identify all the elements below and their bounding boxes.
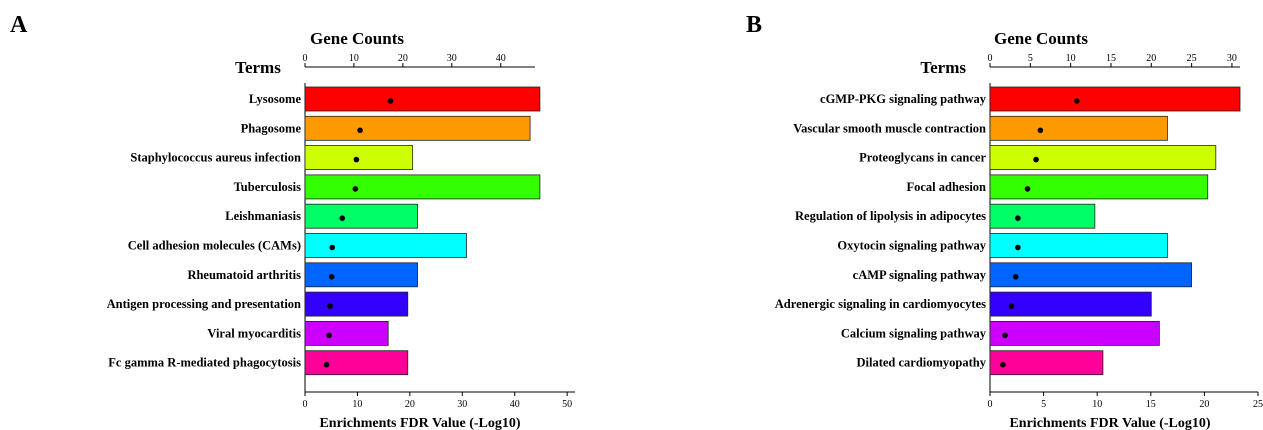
top-axis-tick-label: 0: [303, 53, 308, 64]
chart-title: Gene Counts: [994, 29, 1088, 48]
top-axis-tick-label: 15: [1106, 53, 1116, 64]
top-axis-tick-label: 25: [1187, 53, 1197, 64]
category-label: Vascular smooth muscle contraction: [793, 121, 986, 135]
category-label: Dilated cardiomyopathy: [856, 356, 986, 370]
top-axis: 0 5 10 15 20 25 30: [988, 53, 1240, 68]
bar: [989, 320, 1160, 346]
bar: [989, 174, 1209, 200]
bottom-axis-tick-label: 15: [1146, 399, 1156, 410]
categories-header: Terms: [235, 58, 281, 77]
category-label: Antigen processing and presentation: [107, 297, 301, 311]
bar: [989, 145, 1217, 171]
fdr-point: [1002, 332, 1008, 339]
category-label: Staphylococcus aureus infection: [130, 151, 301, 165]
bottom-axis-tick-label: 20: [1199, 399, 1209, 410]
bar: [304, 262, 418, 288]
fdr-point: [329, 244, 336, 251]
fdr-point: [353, 156, 360, 163]
category-label: Lysosome: [249, 92, 302, 106]
bar: [304, 291, 409, 317]
bottom-axis-tick-label: 50: [562, 399, 572, 410]
top-axis-tick-label: 0: [988, 53, 993, 64]
category-label: Cell adhesion molecules (CAMs): [128, 239, 301, 253]
category-label: cGMP-PKG signaling pathway: [820, 92, 987, 106]
bottom-axis-tick-label: 30: [457, 399, 467, 410]
top-axis-tick-label: 10: [349, 53, 359, 64]
category-label: Leishmaniasis: [225, 209, 301, 223]
fdr-point: [1024, 186, 1031, 192]
panel-label: B: [746, 12, 762, 38]
fdr-point: [1000, 361, 1006, 368]
category-label: Fc gamma R-mediated phagocytosis: [108, 356, 301, 370]
fdr-point: [1033, 156, 1039, 163]
bar: [989, 262, 1193, 288]
fdr-point: [357, 127, 363, 134]
bar: [989, 115, 1168, 141]
chart-panel-a: A Gene Counts Terms 0 10 20 30 40 0 10 20 30 40 50 Lys…: [10, 12, 575, 430]
bottom-axis-tick-label: 0: [303, 399, 308, 410]
categories-header: Terms: [920, 58, 966, 77]
bar: [989, 203, 1096, 229]
fdr-point: [1015, 215, 1021, 221]
chart-panel-b: B Gene Counts Terms 0 5 10 15 20 25 30 0 5 10 15 20 25 c…: [746, 12, 1263, 430]
bar: [989, 350, 1104, 376]
panel-label: A: [10, 12, 28, 38]
fdr-point: [1015, 244, 1021, 251]
top-axis: 0 10 20 30 40: [303, 53, 535, 68]
bar: [304, 174, 541, 200]
bar: [304, 203, 418, 229]
bar: [989, 291, 1152, 317]
bar: [989, 86, 1241, 112]
bottom-axis: 0 5 10 15 20 25: [988, 391, 1263, 410]
x-axis-label: Enrichments FDR Value (-Log10): [319, 416, 520, 430]
category-label: Viral myocarditis: [207, 326, 301, 340]
chart-title: Gene Counts: [310, 29, 404, 48]
fdr-point: [387, 98, 394, 104]
bottom-axis-tick-label: 20: [405, 399, 415, 410]
bar: [304, 320, 389, 346]
bar: [304, 115, 531, 141]
fdr-point: [352, 186, 359, 192]
fdr-point: [323, 361, 330, 368]
fdr-point: [326, 332, 332, 339]
bottom-axis-tick-label: 5: [1041, 399, 1046, 410]
top-axis-tick-label: 20: [398, 53, 408, 64]
category-label: Rheumatoid arthritis: [187, 268, 301, 282]
x-axis-label: Enrichments FDR Value (-Log10): [1009, 416, 1210, 430]
top-axis-tick-label: 10: [1066, 53, 1076, 64]
fdr-point: [1074, 98, 1080, 104]
fdr-point: [328, 274, 335, 280]
bottom-axis-tick-label: 10: [1092, 399, 1102, 410]
bottom-axis: 0 10 20 30 40 50: [303, 391, 575, 410]
bar: [304, 350, 409, 376]
bar: [304, 233, 467, 258]
fdr-point: [339, 215, 346, 221]
bottom-axis-tick-label: 25: [1253, 399, 1263, 410]
top-axis-tick-label: 30: [447, 53, 457, 64]
top-axis-tick-label: 20: [1146, 53, 1156, 64]
fdr-point: [1037, 127, 1044, 134]
category-label: Regulation of lipolysis in adipocytes: [795, 209, 986, 223]
fdr-point: [1008, 303, 1015, 309]
fdr-point: [327, 303, 333, 309]
bottom-axis-tick-label: 10: [352, 399, 362, 410]
bottom-axis-tick-label: 40: [510, 399, 520, 410]
bar: [304, 145, 414, 171]
category-label: Proteoglycans in cancer: [859, 151, 986, 165]
category-label: Tuberculosis: [234, 180, 302, 194]
fdr-point: [1012, 274, 1019, 280]
category-label: Phagosome: [241, 121, 302, 135]
category-label: Focal adhesion: [906, 180, 986, 194]
bottom-axis-tick-label: 0: [988, 399, 993, 410]
category-label: Oxytocin signaling pathway: [837, 239, 986, 253]
bar: [304, 86, 541, 112]
category-label: Calcium signaling pathway: [841, 326, 987, 340]
category-label: Adrenergic signaling in cardiomyocytes: [775, 297, 986, 311]
top-axis-tick-label: 30: [1227, 53, 1237, 64]
category-label: cAMP signaling pathway: [853, 268, 987, 282]
top-axis-tick-label: 40: [496, 53, 506, 64]
top-axis-tick-label: 5: [1028, 53, 1033, 64]
